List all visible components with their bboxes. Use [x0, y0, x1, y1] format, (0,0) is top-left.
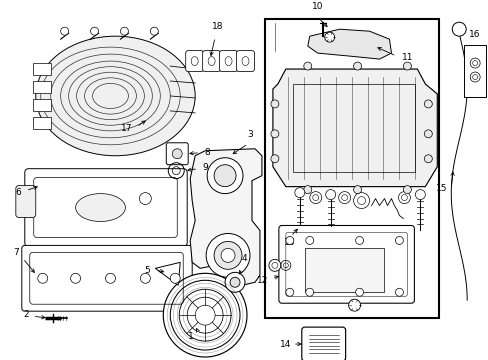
Text: 9: 9 — [202, 163, 207, 172]
Circle shape — [38, 273, 48, 283]
Circle shape — [229, 277, 240, 287]
FancyBboxPatch shape — [16, 186, 36, 217]
Bar — [304, 248, 384, 292]
Circle shape — [324, 32, 334, 42]
Circle shape — [285, 288, 293, 296]
Circle shape — [172, 149, 182, 159]
Text: 13: 13 — [284, 238, 295, 247]
Circle shape — [303, 62, 311, 70]
Circle shape — [195, 305, 215, 325]
Circle shape — [224, 272, 244, 292]
FancyBboxPatch shape — [25, 169, 187, 246]
Circle shape — [268, 259, 280, 271]
FancyBboxPatch shape — [22, 246, 192, 311]
Polygon shape — [307, 29, 391, 59]
Circle shape — [90, 27, 98, 35]
Circle shape — [150, 27, 158, 35]
Circle shape — [325, 190, 335, 199]
Circle shape — [353, 186, 361, 194]
Circle shape — [305, 237, 313, 244]
Circle shape — [285, 237, 293, 244]
Circle shape — [163, 273, 246, 357]
Circle shape — [221, 248, 235, 262]
Circle shape — [353, 62, 361, 70]
Circle shape — [170, 280, 240, 350]
Circle shape — [395, 288, 403, 296]
Circle shape — [469, 58, 479, 68]
Bar — [292, 84, 414, 172]
Circle shape — [270, 155, 278, 163]
Circle shape — [403, 62, 410, 70]
Circle shape — [472, 60, 477, 66]
Text: 2: 2 — [23, 310, 29, 319]
FancyBboxPatch shape — [278, 225, 413, 303]
Circle shape — [303, 186, 311, 194]
Text: 5: 5 — [144, 266, 150, 275]
Circle shape — [179, 289, 230, 341]
Circle shape — [271, 262, 277, 268]
Bar — [33, 117, 51, 129]
Text: 3: 3 — [246, 130, 252, 139]
Circle shape — [206, 233, 249, 277]
Text: 6: 6 — [15, 188, 21, 197]
Bar — [264, 19, 438, 318]
FancyBboxPatch shape — [236, 51, 254, 72]
Text: 11: 11 — [402, 53, 413, 62]
Polygon shape — [272, 69, 436, 186]
Circle shape — [270, 130, 278, 138]
FancyBboxPatch shape — [202, 51, 220, 72]
Circle shape — [61, 27, 68, 35]
Circle shape — [305, 288, 313, 296]
Text: 7: 7 — [13, 248, 19, 257]
Circle shape — [139, 193, 151, 204]
Circle shape — [355, 288, 363, 296]
Bar — [33, 99, 51, 111]
Circle shape — [207, 158, 243, 194]
Ellipse shape — [76, 194, 125, 221]
FancyBboxPatch shape — [301, 327, 345, 360]
Text: 8: 8 — [203, 148, 209, 157]
Circle shape — [70, 273, 81, 283]
Text: 15: 15 — [435, 184, 447, 193]
Text: 10: 10 — [311, 2, 323, 11]
Circle shape — [424, 155, 431, 163]
Circle shape — [414, 190, 425, 199]
Text: 4: 4 — [241, 255, 246, 264]
Bar — [33, 63, 51, 75]
Text: 17: 17 — [121, 124, 132, 133]
Circle shape — [170, 273, 180, 283]
Circle shape — [140, 273, 150, 283]
Circle shape — [472, 75, 477, 80]
Circle shape — [355, 237, 363, 244]
Circle shape — [270, 100, 278, 108]
Circle shape — [424, 100, 431, 108]
Circle shape — [469, 72, 479, 82]
Text: 12: 12 — [256, 276, 267, 285]
Circle shape — [214, 242, 242, 269]
Text: 1: 1 — [188, 332, 194, 341]
Circle shape — [451, 22, 465, 36]
Circle shape — [294, 188, 304, 198]
Circle shape — [214, 165, 236, 186]
Circle shape — [348, 299, 360, 311]
Circle shape — [187, 297, 223, 333]
Circle shape — [424, 130, 431, 138]
FancyBboxPatch shape — [185, 51, 203, 72]
FancyBboxPatch shape — [166, 143, 188, 165]
Circle shape — [395, 237, 403, 244]
Ellipse shape — [36, 36, 195, 156]
Text: 18: 18 — [212, 22, 224, 31]
Polygon shape — [155, 262, 180, 285]
Polygon shape — [190, 149, 262, 285]
FancyBboxPatch shape — [219, 51, 237, 72]
Circle shape — [105, 273, 115, 283]
Circle shape — [120, 27, 128, 35]
Text: 14: 14 — [279, 339, 290, 348]
Bar — [463, 45, 485, 97]
Text: 16: 16 — [468, 30, 480, 39]
Circle shape — [403, 186, 410, 194]
Bar — [33, 81, 51, 93]
